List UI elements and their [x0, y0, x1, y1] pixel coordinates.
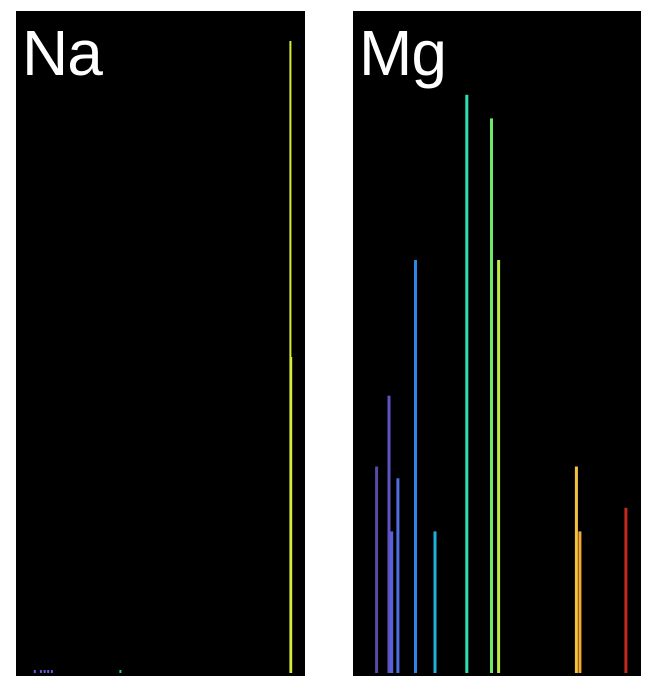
- spectral-line-na-3: [39, 670, 42, 673]
- spectral-line-na-1: [290, 357, 293, 673]
- spectrum-na: [33, 41, 293, 673]
- panel-na: Na: [16, 11, 305, 676]
- panel-label-mg: Mg: [359, 17, 447, 89]
- spectral-line-mg-7: [490, 118, 493, 673]
- panel-mg: Mg: [353, 11, 641, 676]
- spectral-line-na-7: [119, 670, 122, 673]
- spectral-line-mg-2: [390, 531, 394, 673]
- spectral-line-na-4: [43, 670, 46, 673]
- spectral-line-mg-5: [433, 531, 437, 673]
- spectral-line-na-6: [50, 670, 53, 673]
- spectral-line-mg-11: [624, 507, 628, 673]
- spectral-line-na-5: [47, 670, 50, 673]
- spectral-line-mg-6: [465, 94, 469, 674]
- spectral-line-mg-1: [387, 395, 391, 673]
- spectral-line-mg-0: [375, 466, 379, 673]
- panel-label-na: Na: [22, 17, 103, 89]
- spectral-line-na-2: [33, 670, 36, 673]
- spectral-line-mg-9: [574, 466, 578, 673]
- spectral-line-mg-4: [414, 260, 417, 673]
- spectral-line-mg-8: [497, 260, 501, 673]
- spectral-line-mg-3: [396, 478, 400, 673]
- spectral-line-mg-10: [578, 531, 582, 673]
- spectrum-mg: [375, 94, 628, 674]
